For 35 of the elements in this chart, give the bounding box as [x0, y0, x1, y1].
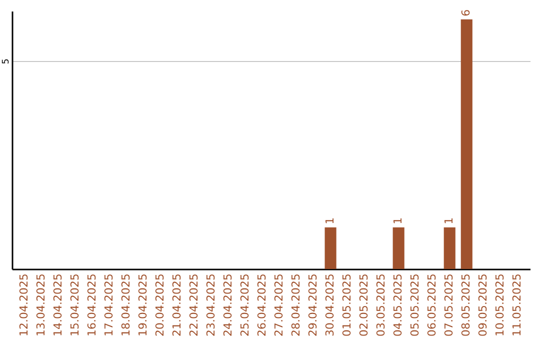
x-tick-label: 30.04.2025: [324, 274, 337, 336]
data-label: 1: [324, 217, 337, 224]
x-tick-label: 16.04.2025: [85, 274, 98, 336]
y-tick-label: 5: [2, 58, 12, 64]
x-tick-label: 09.05.2025: [476, 274, 490, 336]
x-tick-label: 24.04.2025: [221, 274, 234, 336]
x-tick-label: 07.05.2025: [442, 274, 456, 336]
data-label: 1: [392, 217, 405, 224]
x-tick-label: 21.04.2025: [170, 274, 184, 336]
x-tick-label: 13.04.2025: [34, 274, 48, 336]
x-tick-label: 10.05.2025: [494, 274, 507, 336]
x-tick-label: 17.04.2025: [102, 274, 116, 336]
x-tick-label: 03.05.2025: [374, 274, 388, 336]
x-tick-label: 02.05.2025: [358, 274, 371, 336]
x-tick-label: 22.04.2025: [187, 274, 200, 336]
data-label: 1: [442, 217, 456, 224]
x-tick-label: 23.04.2025: [204, 274, 218, 336]
x-tick-label: 04.05.2025: [392, 274, 405, 336]
x-tick-label: 06.05.2025: [426, 274, 439, 336]
x-tick-label: 08.05.2025: [460, 274, 473, 336]
x-tick-label: 14.04.2025: [51, 274, 64, 336]
x-tick-label: 15.04.2025: [68, 274, 82, 336]
x-tick-label: 01.05.2025: [340, 274, 354, 336]
x-tick-label: 28.04.2025: [290, 274, 303, 336]
x-tick-label: 29.04.2025: [306, 274, 320, 336]
x-tick-label: 26.04.2025: [255, 274, 268, 336]
x-tick-label: 20.04.2025: [153, 274, 166, 336]
x-tick-label: 18.04.2025: [119, 274, 132, 336]
x-tick-label: 05.05.2025: [408, 274, 422, 336]
x-tick-label: 19.04.2025: [136, 274, 150, 336]
x-tick-label: 27.04.2025: [272, 274, 286, 336]
x-tick-label: 12.04.2025: [17, 274, 30, 336]
data-label: 6: [460, 9, 473, 16]
x-tick-label: 11.05.2025: [510, 274, 524, 336]
x-tick-label: 25.04.2025: [238, 274, 252, 336]
